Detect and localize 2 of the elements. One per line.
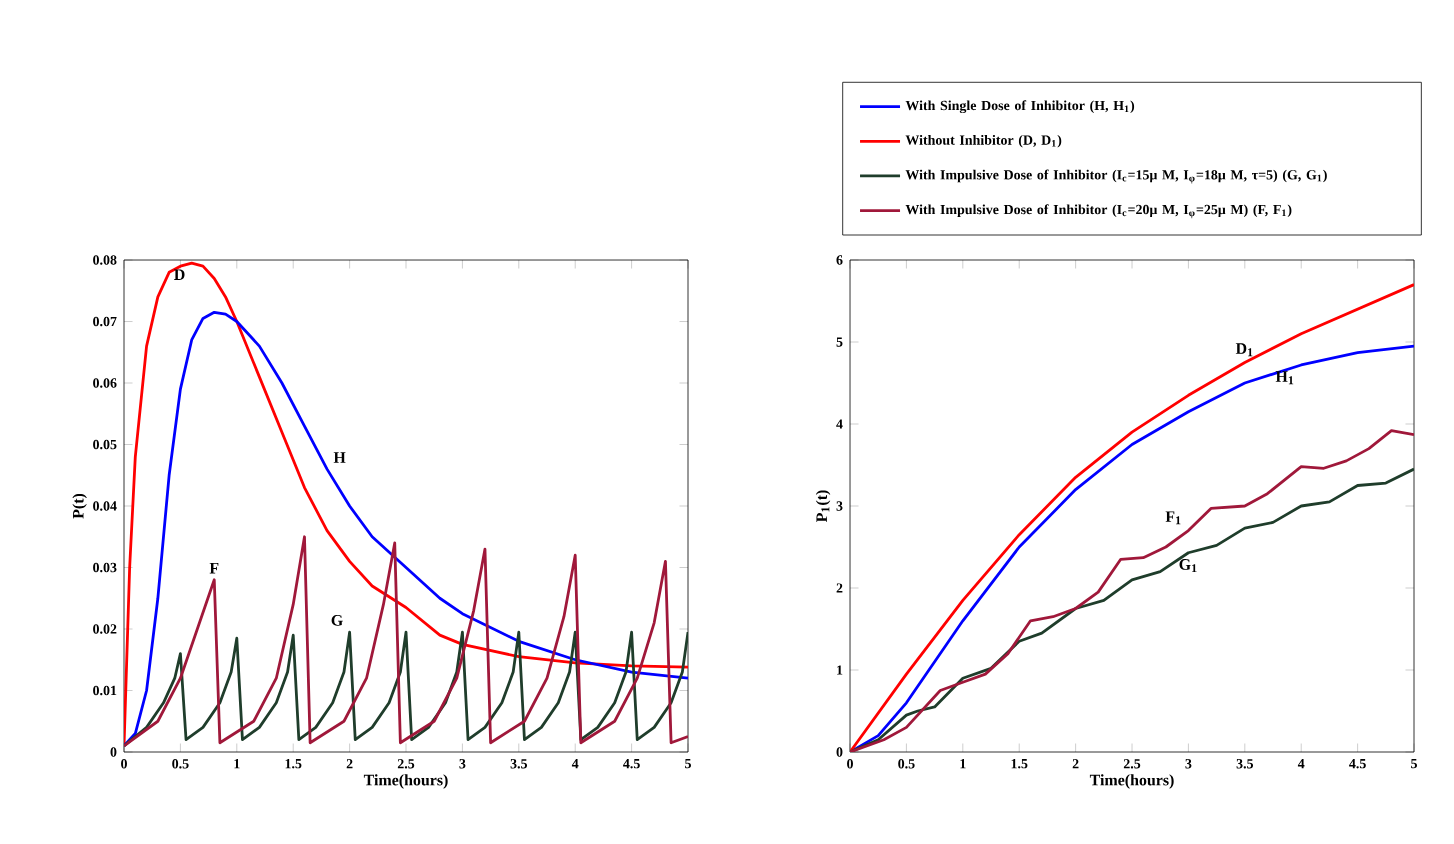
- line-series: [124, 630, 688, 748]
- line-series: [124, 535, 688, 748]
